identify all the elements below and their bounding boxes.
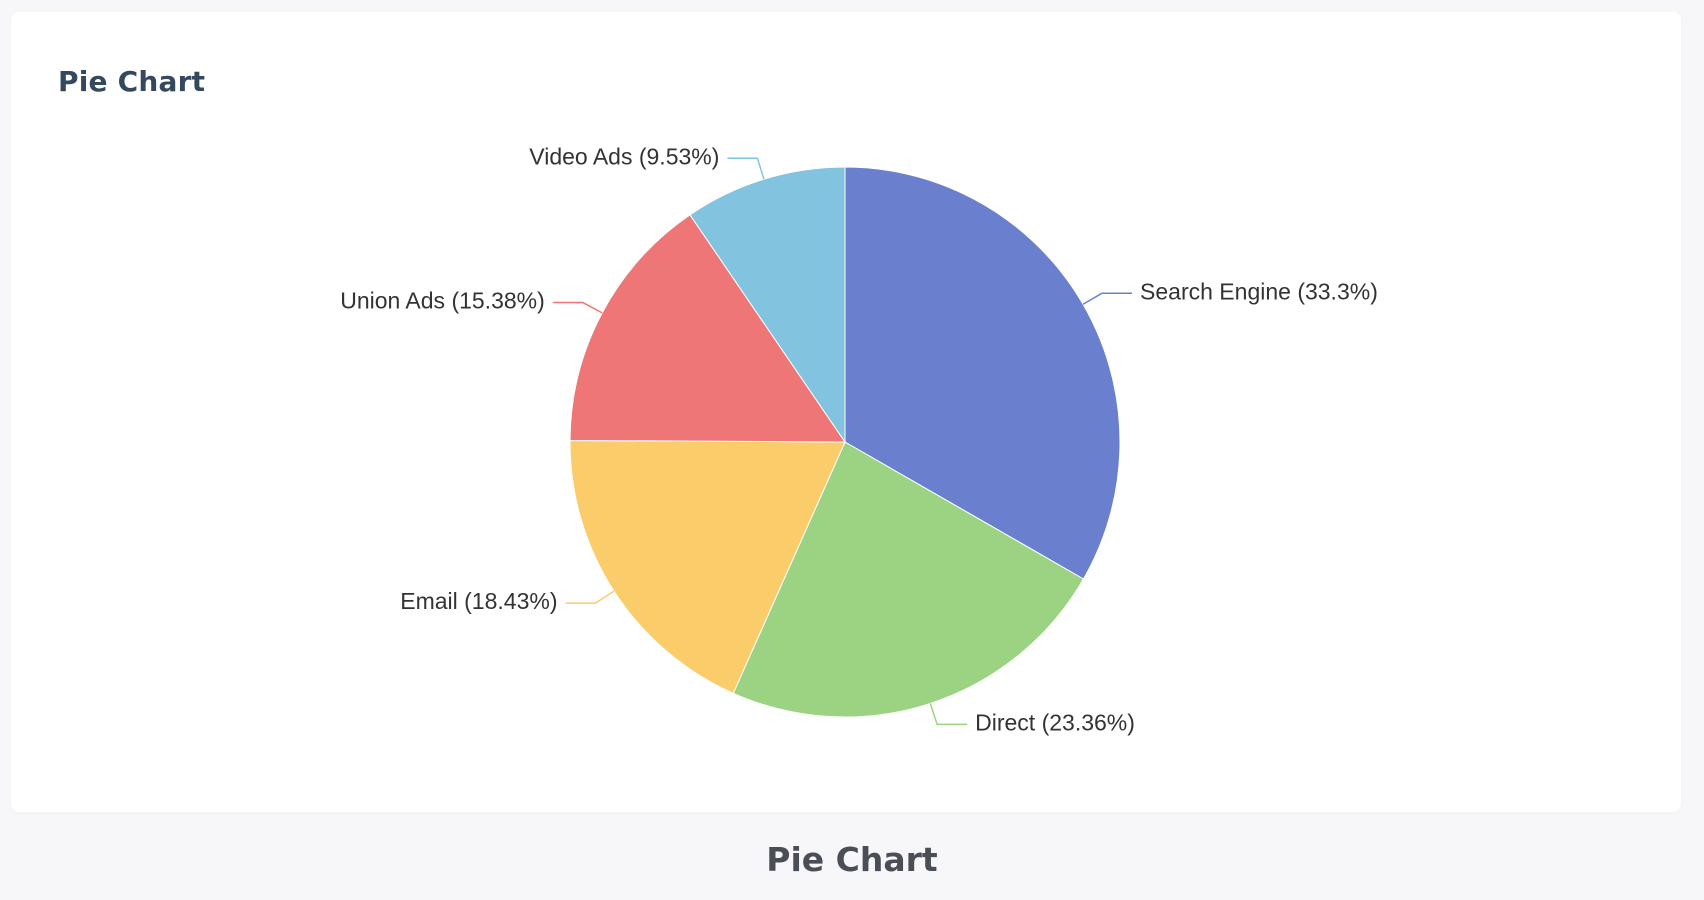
label-line-email (565, 590, 615, 604)
pie-slice-direct[interactable] (732, 441, 1085, 718)
slice-label-union-ads: Union Ads (15.38%) (340, 288, 545, 314)
slice-label-email: Email (18.43%) (400, 588, 557, 614)
footer-title: Pie Chart (766, 840, 938, 879)
label-line-union-ads (552, 301, 603, 314)
slice-label-video-ads: Video Ads (9.53%) (529, 143, 719, 169)
pie-slice-search-engine[interactable] (844, 166, 1121, 580)
slice-label-search-engine: Search Engine (33.3%) (1140, 278, 1378, 304)
pie-slice-union-ads[interactable] (569, 214, 846, 443)
slice-label-direct: Direct (23.36%) (975, 709, 1135, 735)
label-line-search-engine (1082, 292, 1133, 305)
card-title: Pie Chart (58, 65, 206, 98)
pie-slice-video-ads[interactable] (689, 166, 846, 444)
label-line-direct (929, 703, 968, 726)
label-line-video-ads (727, 157, 765, 180)
